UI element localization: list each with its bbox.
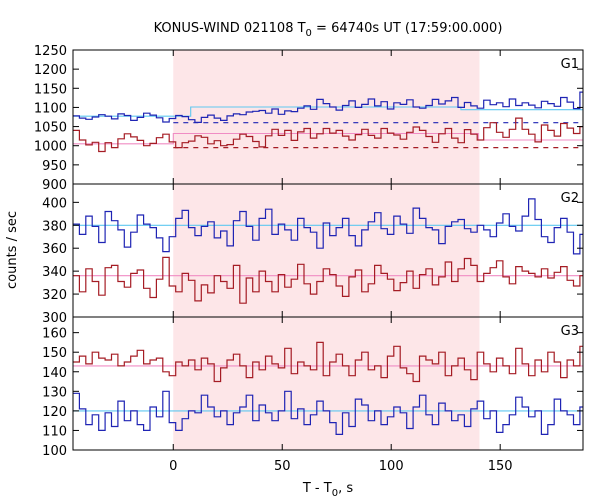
g2-y-tick-label: 360 bbox=[42, 242, 67, 257]
chart-title-subscript: 0 bbox=[306, 28, 312, 39]
g1-series-red-step-line bbox=[73, 117, 583, 153]
x-tick-label: 50 bbox=[274, 459, 291, 474]
g3-y-tick-label: 160 bbox=[42, 327, 67, 342]
g3-y-tick-label: 120 bbox=[42, 405, 67, 420]
g3-y-tick-label: 150 bbox=[42, 346, 67, 361]
y-axis-title: counts / sec bbox=[5, 211, 20, 289]
g1-y-tick-label: 1250 bbox=[34, 44, 67, 59]
x-tick-label: 100 bbox=[379, 459, 404, 474]
g3-panel-label: G3 bbox=[561, 324, 579, 339]
g3-y-tick-label: 140 bbox=[42, 366, 67, 381]
g1-y-tick-label: 1000 bbox=[34, 140, 67, 155]
g1-y-tick-label: 900 bbox=[42, 178, 67, 193]
x-tick-label: 0 bbox=[169, 459, 177, 474]
g1-y-tick-label: 1100 bbox=[34, 101, 67, 116]
g1-y-tick-label: 1050 bbox=[34, 121, 67, 136]
g2-y-tick-label: 300 bbox=[42, 311, 67, 326]
g1-panel-label: G1 bbox=[561, 57, 579, 72]
g2-y-tick-label: 320 bbox=[42, 288, 67, 303]
chart-title-suffix: = 64740s UT (17:59:00.000) bbox=[312, 21, 502, 36]
shaded-interval bbox=[173, 50, 480, 450]
g2-panel-label: G2 bbox=[561, 191, 579, 206]
chart-title: KONUS-WIND 021108 T0 = 64740s UT (17:59:… bbox=[154, 21, 503, 39]
g1-y-tick-label: 1150 bbox=[34, 82, 67, 97]
g3-panel-frame bbox=[72, 316, 584, 451]
g2-series-blue-step-line bbox=[73, 198, 583, 255]
g3-y-tick-label: 100 bbox=[42, 444, 67, 459]
g3-y-tick-label: 110 bbox=[42, 424, 67, 439]
x-axis-title-subscript: 0 bbox=[332, 488, 338, 499]
chart-title-prefix: KONUS-WIND 021108 T bbox=[154, 21, 306, 36]
g2-y-tick-label: 380 bbox=[42, 219, 67, 234]
g1-fit-line-1 bbox=[73, 106, 583, 117]
x-tick-label: 150 bbox=[488, 459, 513, 474]
x-axis-title-prefix: T - T bbox=[302, 481, 332, 496]
x-axis-title-suffix: , s bbox=[338, 481, 353, 496]
g3-series-red-step-line bbox=[73, 341, 583, 383]
g3-y-tick-label: 130 bbox=[42, 385, 67, 400]
g1-y-tick-label: 1200 bbox=[34, 63, 67, 78]
g2-y-tick-label: 400 bbox=[42, 196, 67, 211]
g2-y-tick-label: 340 bbox=[42, 265, 67, 280]
g2-series-red-step-line bbox=[73, 256, 583, 304]
g3-series-blue-step-line bbox=[73, 390, 583, 435]
g1-series-blue-step-line bbox=[73, 91, 583, 123]
x-axis-title: T - T0, s bbox=[302, 481, 353, 499]
g1-y-tick-label: 950 bbox=[42, 159, 67, 174]
